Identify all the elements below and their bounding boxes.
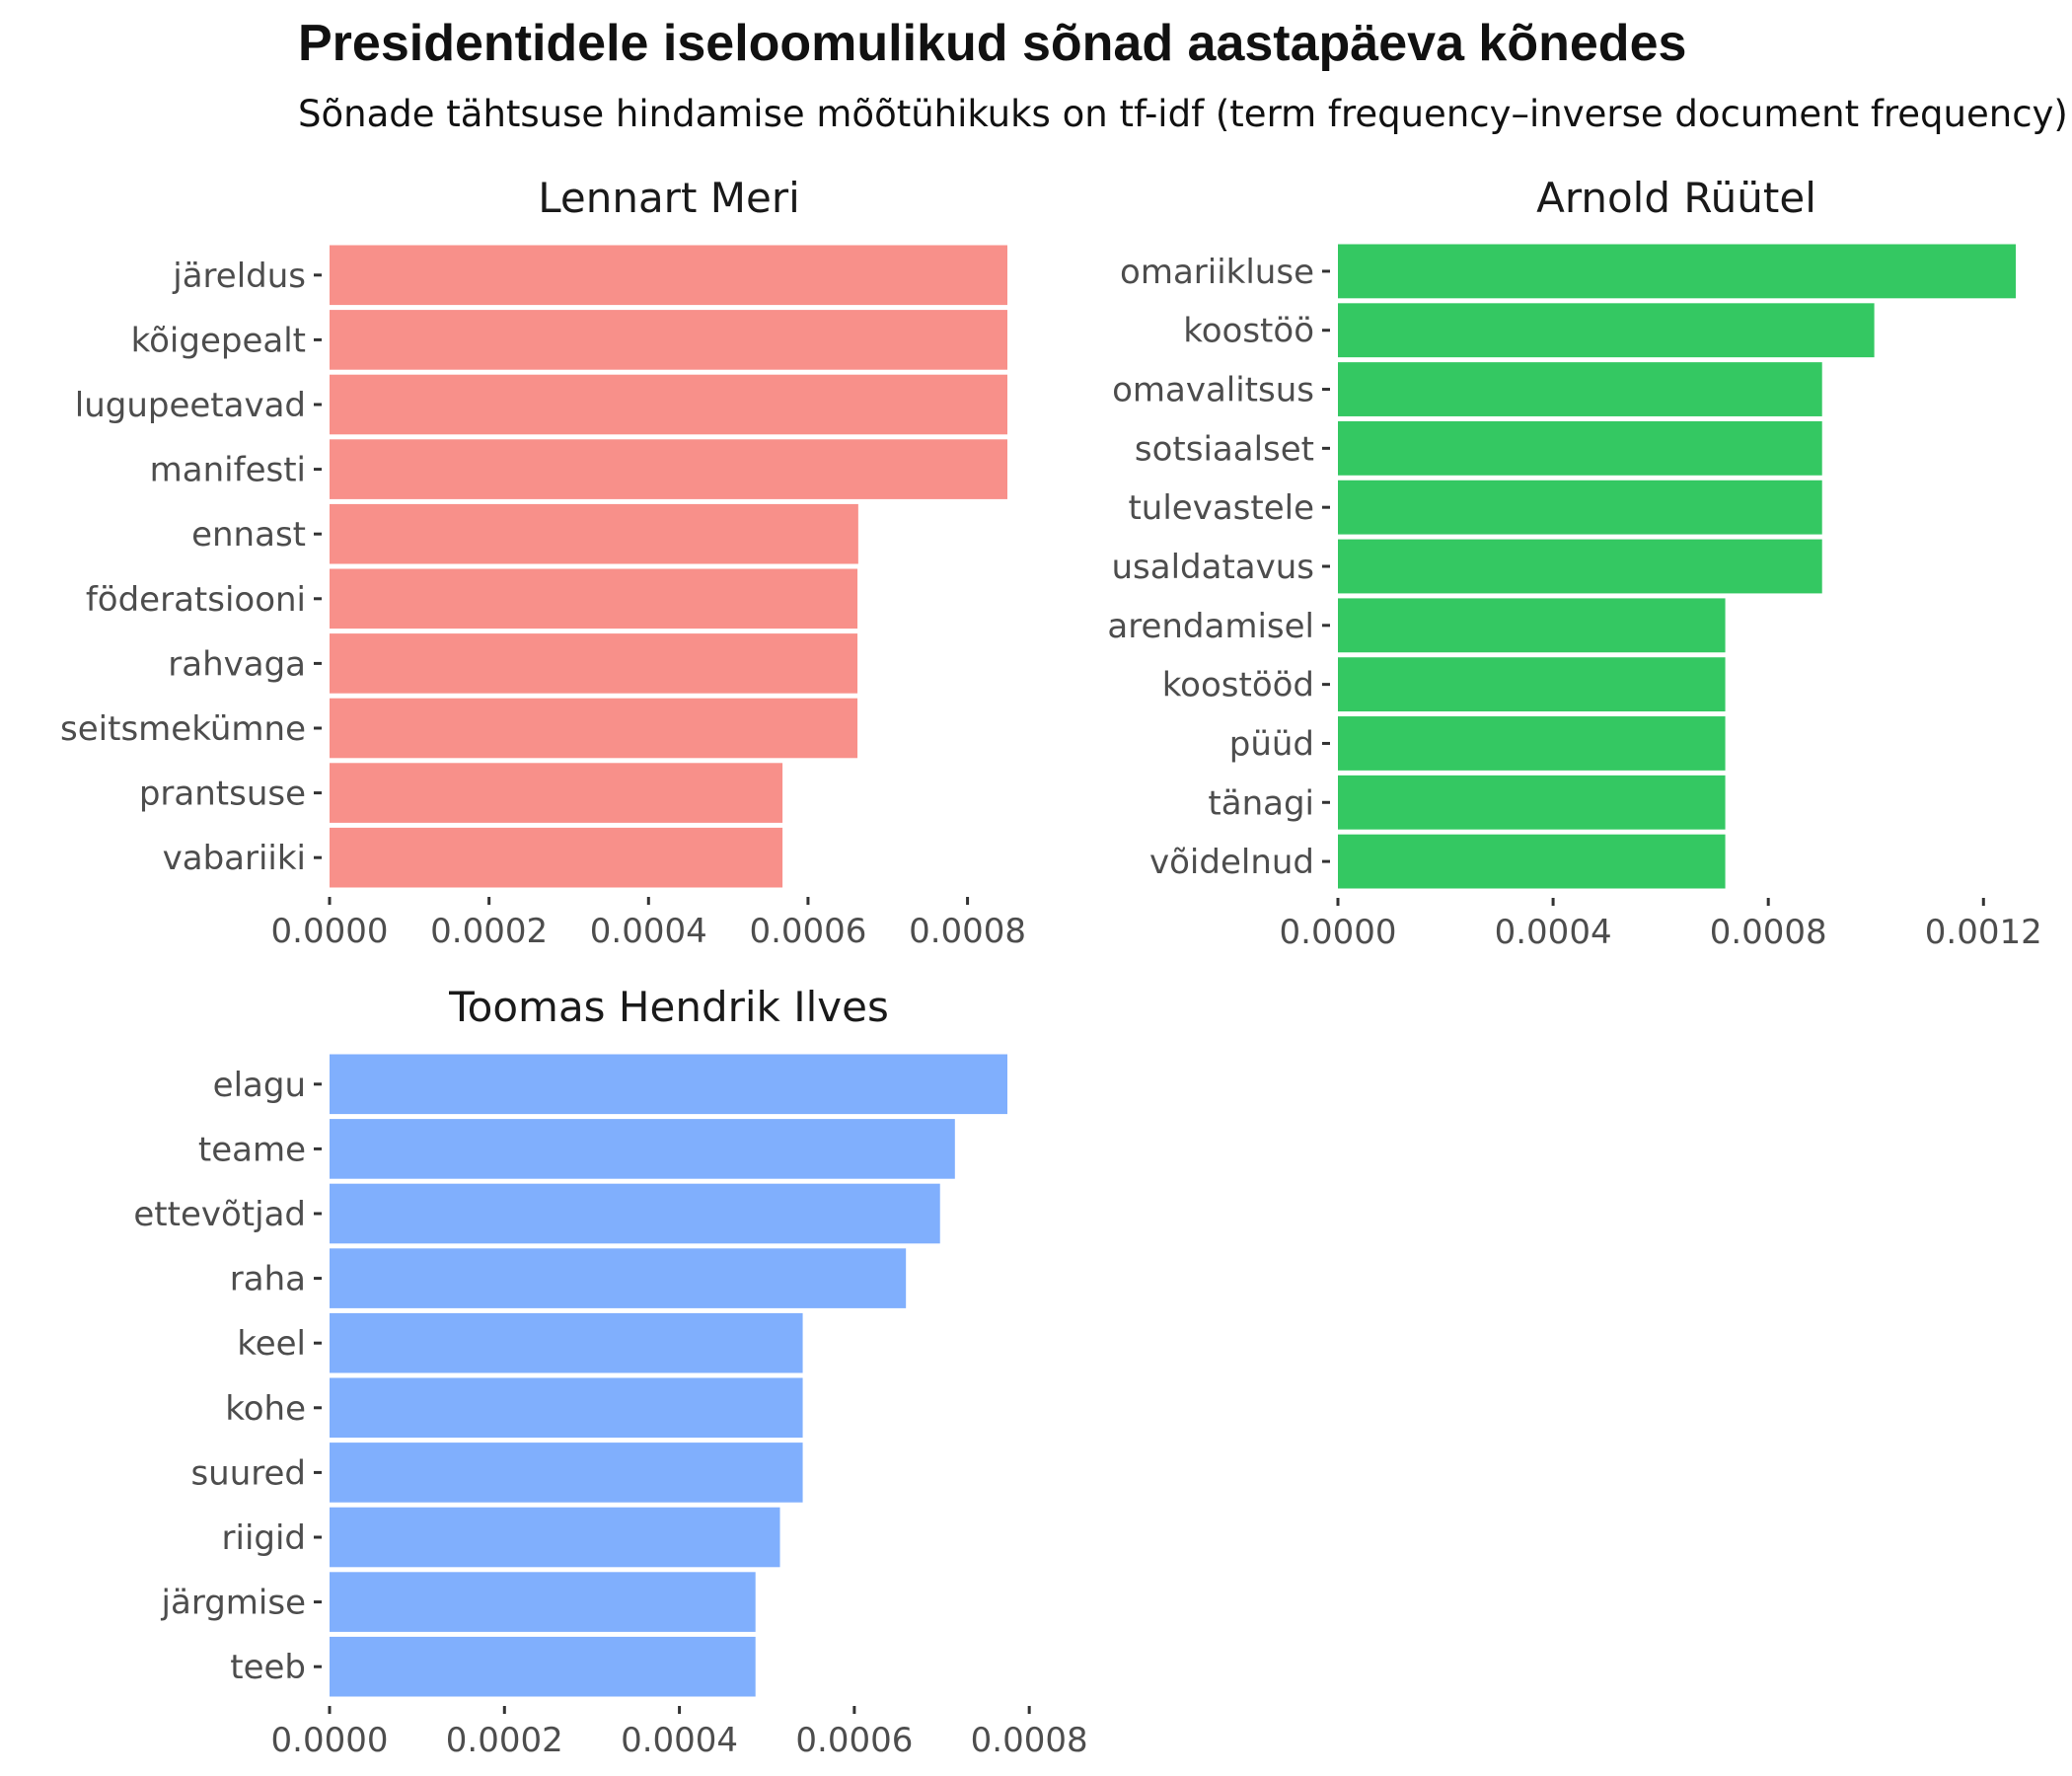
bar bbox=[330, 439, 1007, 499]
bar bbox=[330, 503, 858, 564]
category-label: manifesti bbox=[150, 451, 306, 490]
bar bbox=[1338, 834, 1726, 889]
category-label: keel bbox=[237, 1324, 306, 1364]
category-label: lugupeetavad bbox=[75, 386, 306, 425]
category-label: teeb bbox=[230, 1648, 306, 1687]
bar bbox=[330, 827, 783, 888]
category-label: riigid bbox=[222, 1518, 306, 1558]
x-tick-label: 0.0000 bbox=[1280, 913, 1397, 952]
chart-title: Presidentidele iseloomulikud sõnad aasta… bbox=[298, 15, 1687, 72]
panel-title: Toomas Hendrik Ilves bbox=[448, 983, 889, 1031]
x-tick-label: 0.0000 bbox=[271, 912, 389, 951]
category-label: ettevõtjad bbox=[133, 1195, 306, 1234]
x-tick-label: 0.0002 bbox=[430, 912, 548, 951]
bar bbox=[330, 374, 1007, 435]
bar bbox=[330, 1443, 803, 1503]
category-label: järgmise bbox=[161, 1584, 306, 1623]
x-tick-label: 0.0004 bbox=[621, 1721, 738, 1760]
category-label: järeldus bbox=[172, 257, 306, 296]
bar bbox=[330, 1377, 803, 1439]
bar bbox=[330, 1248, 907, 1308]
category-label: elagu bbox=[213, 1066, 306, 1105]
bar bbox=[330, 1636, 756, 1697]
category-label: föderatsiooni bbox=[86, 580, 306, 620]
category-label: ennast bbox=[191, 515, 306, 555]
category-label: tänagi bbox=[1208, 783, 1314, 823]
bar bbox=[1338, 303, 1875, 358]
category-label: suured bbox=[190, 1453, 306, 1493]
category-label: koostöö bbox=[1183, 312, 1314, 351]
category-label: arendamisel bbox=[1107, 607, 1314, 646]
bar bbox=[330, 1572, 756, 1632]
x-tick-label: 0.0000 bbox=[271, 1721, 389, 1760]
bar bbox=[330, 310, 1007, 370]
bar bbox=[330, 698, 858, 759]
bar bbox=[1338, 775, 1726, 830]
bar bbox=[330, 763, 783, 823]
x-tick-label: 0.0012 bbox=[1925, 913, 2042, 952]
x-tick-label: 0.0006 bbox=[795, 1721, 913, 1760]
x-tick-label: 0.0004 bbox=[590, 912, 707, 951]
x-tick-label: 0.0008 bbox=[971, 1721, 1088, 1760]
x-tick-label: 0.0002 bbox=[446, 1721, 563, 1760]
bar bbox=[1338, 657, 1726, 712]
bar bbox=[1338, 420, 1822, 476]
category-label: koostööd bbox=[1162, 666, 1314, 705]
bar bbox=[330, 1312, 803, 1373]
category-label: omariikluse bbox=[1120, 253, 1314, 292]
category-label: kõigepealt bbox=[131, 321, 306, 360]
category-label: tulevastele bbox=[1128, 488, 1314, 528]
bar bbox=[330, 245, 1007, 306]
panel-title: Lennart Meri bbox=[538, 174, 800, 222]
category-label: kohe bbox=[225, 1389, 306, 1429]
category-label: teame bbox=[198, 1130, 306, 1169]
category-label: raha bbox=[230, 1260, 306, 1299]
bar bbox=[330, 1119, 955, 1179]
bar bbox=[1338, 598, 1726, 653]
bar bbox=[330, 1183, 940, 1244]
bar bbox=[330, 1507, 780, 1568]
category-label: seitsmekümne bbox=[60, 709, 306, 749]
category-label: usaldatavus bbox=[1111, 548, 1314, 587]
bar bbox=[1338, 716, 1726, 771]
bar bbox=[330, 633, 858, 694]
category-label: rahvaga bbox=[168, 644, 306, 684]
x-tick-label: 0.0006 bbox=[749, 912, 866, 951]
category-label: sotsiaalset bbox=[1135, 429, 1314, 469]
category-label: omavalitsus bbox=[1112, 371, 1314, 410]
bar bbox=[1338, 244, 2016, 299]
category-label: vabariiki bbox=[163, 839, 306, 878]
chart-subtitle: Sõnade tähtsuse hindamise mõõtühikuks on… bbox=[298, 93, 2068, 135]
bar bbox=[1338, 480, 1822, 535]
category-label: võidelnud bbox=[1149, 843, 1314, 882]
category-label: püüd bbox=[1229, 724, 1314, 764]
bar bbox=[1338, 539, 1822, 594]
x-tick-label: 0.0004 bbox=[1495, 913, 1612, 952]
x-tick-label: 0.0008 bbox=[1710, 913, 1827, 952]
panel-title: Arnold Rüütel bbox=[1536, 174, 1816, 222]
bar bbox=[1338, 362, 1822, 416]
bar bbox=[330, 568, 858, 629]
x-tick-label: 0.0008 bbox=[909, 912, 1026, 951]
bar bbox=[330, 1054, 1007, 1115]
category-label: prantsuse bbox=[139, 775, 306, 814]
